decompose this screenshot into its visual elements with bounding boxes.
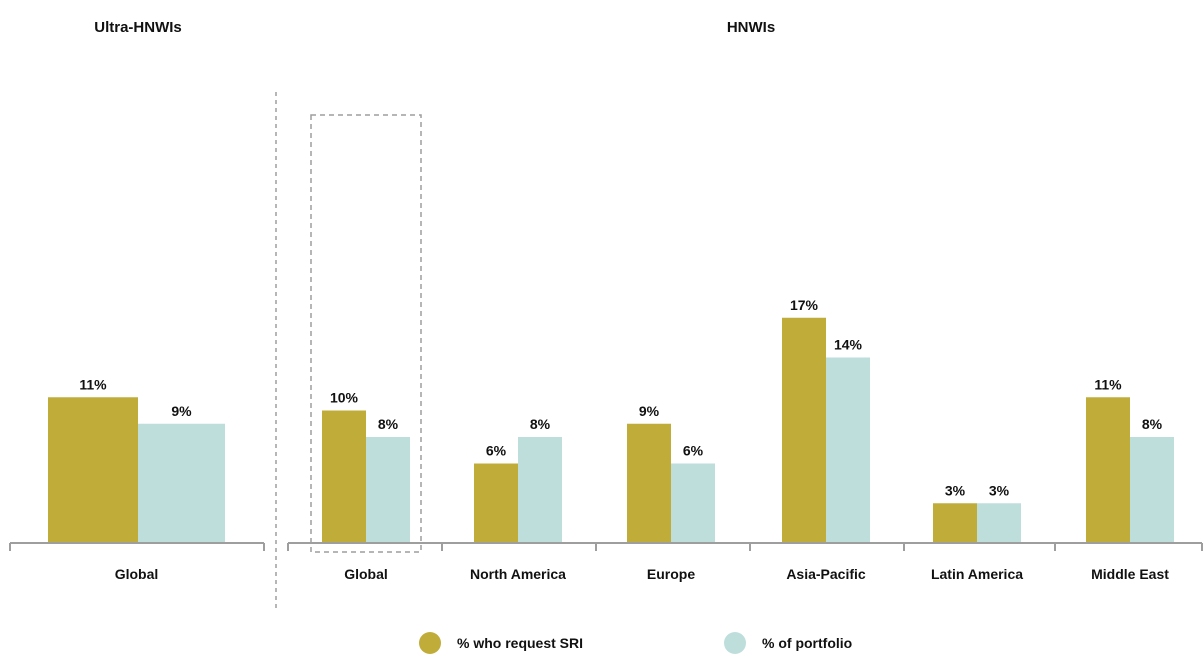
bar-hnwis-asia-pacific-portfolio	[826, 357, 870, 543]
bar-hnwis-europe-request-sri	[627, 423, 671, 543]
data-label-hnwis-middle-east-portfolio: 8%	[1142, 416, 1163, 432]
category-label-hnwis-europe: Europe	[647, 566, 695, 582]
panel-title-ultra-hnwis: Ultra-HNWIs	[94, 19, 182, 36]
data-label-hnwis-europe-portfolio: 6%	[683, 443, 704, 459]
legend-label-portfolio: % of portfolio	[762, 635, 852, 651]
bar-hnwis-latin-america-portfolio	[977, 503, 1021, 543]
data-label-ultra-hnwis-global-request-sri: 11%	[79, 376, 107, 392]
legend-label-request-sri: % who request SRI	[457, 635, 583, 651]
data-label-hnwis-europe-request-sri: 9%	[639, 403, 660, 419]
bar-hnwis-north-america-request-sri	[474, 463, 518, 543]
bar-hnwis-global-request-sri	[322, 410, 366, 543]
category-label-hnwis-north-america: North America	[470, 566, 566, 582]
data-label-hnwis-global-request-sri: 10%	[330, 390, 359, 406]
bar-hnwis-north-america-portfolio	[518, 437, 562, 543]
bar-hnwis-latin-america-request-sri	[933, 503, 977, 543]
bar-ultra-hnwis-global-request-sri	[48, 397, 138, 543]
category-label-hnwis-global: Global	[344, 566, 388, 582]
data-label-ultra-hnwis-global-portfolio: 9%	[171, 403, 192, 419]
category-label-hnwis-middle-east: Middle East	[1091, 566, 1169, 582]
panel-title-hnwis: HNWIs	[727, 19, 775, 36]
data-label-hnwis-global-portfolio: 8%	[378, 416, 399, 432]
data-label-hnwis-north-america-portfolio: 8%	[530, 416, 551, 432]
data-label-hnwis-asia-pacific-request-sri: 17%	[790, 297, 819, 313]
bar-hnwis-europe-portfolio	[671, 463, 715, 543]
category-label-hnwis-latin-america: Latin America	[931, 566, 1023, 582]
legend-swatch-request-sri	[419, 632, 441, 654]
bar-ultra-hnwis-global-portfolio	[138, 423, 225, 543]
category-label-ultra-hnwis-global: Global	[115, 566, 159, 582]
data-label-hnwis-north-america-request-sri: 6%	[486, 443, 507, 459]
legend-swatch-portfolio	[724, 632, 746, 654]
highlight-box-hnwis-global	[310, 114, 422, 553]
category-label-hnwis-asia-pacific: Asia-Pacific	[786, 566, 866, 582]
data-label-hnwis-middle-east-request-sri: 11%	[1094, 376, 1122, 392]
data-label-hnwis-latin-america-request-sri: 3%	[945, 482, 966, 498]
data-label-hnwis-asia-pacific-portfolio: 14%	[834, 337, 863, 353]
bar-hnwis-global-portfolio	[366, 437, 410, 543]
data-label-hnwis-latin-america-portfolio: 3%	[989, 482, 1010, 498]
bar-hnwis-middle-east-request-sri	[1086, 397, 1130, 543]
bar-hnwis-middle-east-portfolio	[1130, 437, 1174, 543]
bar-hnwis-asia-pacific-request-sri	[782, 317, 826, 543]
